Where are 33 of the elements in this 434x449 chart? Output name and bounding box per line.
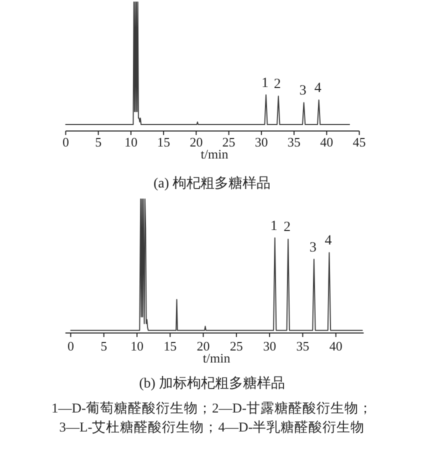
tick-label: 35 [288, 134, 301, 150]
annotation: 3—L-艾杜糖醛酸衍生物；4—D-半乳糖醛酸衍生物 [59, 420, 365, 434]
tick-label: 5 [95, 134, 102, 150]
annotation: 1—D-葡萄糖醛酸衍生物；2—D-甘露糖醛酸衍生物； [52, 400, 372, 416]
tick-label: 30 [254, 134, 268, 150]
tick-label: 40 [320, 134, 334, 150]
tick-label: 30 [263, 338, 276, 354]
annotation: 2 [284, 220, 291, 236]
tick-label: 35 [296, 338, 310, 354]
annotation: 2 [274, 77, 281, 92]
tick-label: 10 [130, 338, 144, 354]
tick-label: 0 [62, 134, 69, 150]
x-title: t/min [202, 350, 230, 366]
x-title: t/min [200, 146, 228, 162]
tick-label: 45 [352, 134, 366, 150]
tick-label: 15 [157, 134, 170, 150]
tick-label: 25 [222, 134, 236, 150]
tick-label: 20 [196, 338, 210, 354]
tick-label: 5 [100, 338, 108, 354]
tick-label: 25 [230, 338, 243, 354]
annotation: 4 [324, 234, 332, 249]
annotation: 3 [309, 240, 316, 256]
annotation: 4 [314, 81, 322, 96]
annotation: 3 [299, 84, 306, 99]
tick-label: 0 [67, 338, 74, 354]
annotation: 1 [270, 218, 278, 234]
title: (b) 加标枸杞粗多糖样品 [139, 376, 285, 392]
tick-label: 15 [164, 338, 177, 354]
annotation: 1 [262, 76, 268, 91]
tick-label: 40 [329, 338, 342, 354]
tick-label: 10 [124, 134, 138, 150]
title: (a) 枸杞粗多糖样品 [153, 176, 271, 192]
tick-label: 20 [190, 134, 203, 150]
